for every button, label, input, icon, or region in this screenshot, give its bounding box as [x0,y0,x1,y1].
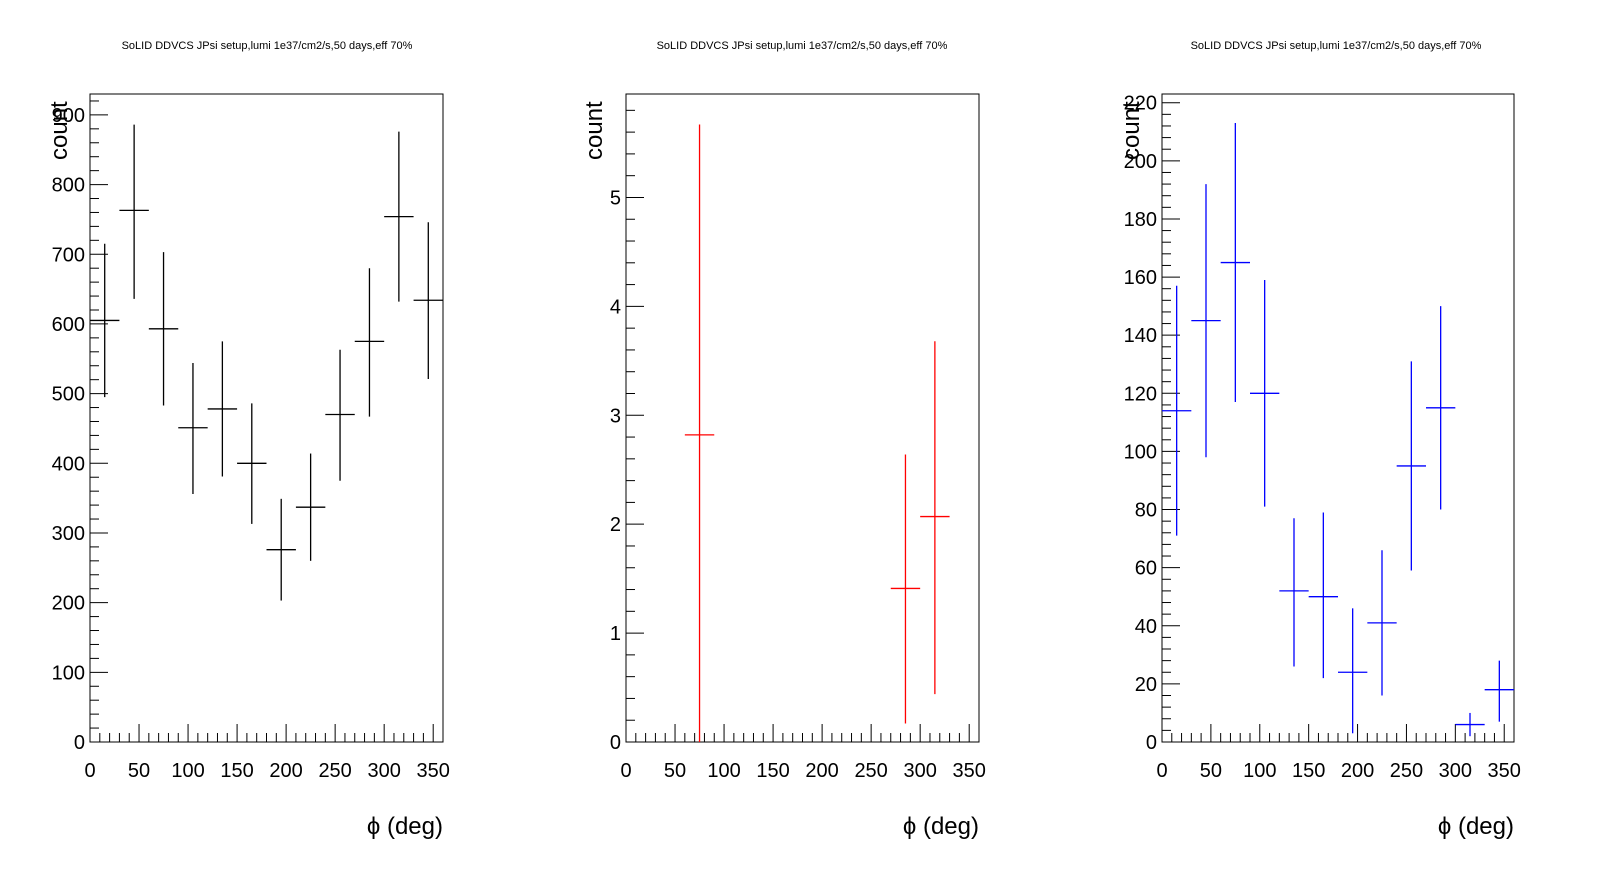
chart-1-x-tick-label: 0 [84,760,95,782]
chart-3-y-tick-label: 160 [1124,267,1157,289]
chart-1-x-tick-label: 100 [171,760,204,782]
chart-2-x-tick-label: 350 [953,760,986,782]
chart-3-x-tick-label: 150 [1292,760,1325,782]
chart-1-x-tick-label: 350 [417,760,450,782]
chart-2-x-tick-label: 150 [756,760,789,782]
chart-3-y-tick-label: 180 [1124,209,1157,231]
chart-1-y-tick-label: 100 [52,662,85,684]
chart-3-title: SoLID DDVCS JPsi setup,lumi 1e37/cm2/s,5… [1191,40,1482,52]
chart-1-y-axis-label: count [46,101,73,160]
chart-panel-1: SoLID DDVCS JPsi setup,lumi 1e37/cm2/s,5… [46,40,450,840]
chart-1-x-tick-label: 150 [220,760,253,782]
chart-3-x-tick-label: 100 [1243,760,1276,782]
chart-2-x-tick-label: 0 [620,760,631,782]
chart-3-y-tick-label: 60 [1135,558,1157,580]
chart-1-x-axis-label: ϕ (deg) [367,813,443,840]
chart-2-y-tick-label: 2 [610,514,621,536]
chart-2-x-axis-label: ϕ (deg) [903,813,979,840]
chart-1-y-tick-label: 300 [52,523,85,545]
chart-3-y-tick-label: 220 [1124,93,1157,115]
chart-2-y-axis-label: count [581,101,608,160]
chart-1-y-tick-label: 500 [52,384,85,406]
chart-2-x-tick-label: 300 [903,760,936,782]
chart-1-y-tick-label: 700 [52,244,85,266]
chart-3-y-tick-label: 100 [1124,441,1157,463]
chart-3-y-tick-label: 120 [1124,383,1157,405]
chart-3-y-tick-label: 140 [1124,325,1157,347]
chart-3-y-tick-label: 0 [1146,732,1157,754]
chart-1-y-tick-label: 400 [52,453,85,475]
chart-3-x-tick-label: 350 [1488,760,1521,782]
chart-2-plot: 0 50 100 150 200 250 300 350 0 1 2 3 4 5 [610,93,986,782]
chart-1-x-tick-label: 250 [318,760,351,782]
chart-3-y-tick-label: 20 [1135,674,1157,696]
chart-1-y-tick-label: 0 [74,732,85,754]
chart-1-y-tick-label: 600 [52,314,85,336]
chart-3-x-tick-label: 200 [1341,760,1374,782]
chart-1-x-tick-label: 50 [128,760,150,782]
chart-3-plot: 0 50 100 150 200 250 300 350 0 20 40 60 80 100 120 140 1… [1124,93,1521,782]
chart-1-plot: 0 50 100 150 200 250 300 350 0 100 200 300 400 500 600… [52,93,450,782]
chart-2-y-tick-label: 0 [610,732,621,754]
chart-1-x-tick-label: 200 [269,760,302,782]
chart-3-x-tick-label: 250 [1390,760,1423,782]
chart-3-y-tick-label: 80 [1135,500,1157,522]
chart-panel-3: SoLID DDVCS JPsi setup,lumi 1e37/cm2/s,5… [1118,40,1521,840]
chart-2-y-tick-label: 5 [610,187,621,209]
chart-3-y-tick-label: 200 [1124,151,1157,173]
chart-1-title: SoLID DDVCS JPsi setup,lumi 1e37/cm2/s,5… [122,40,413,52]
chart-1-x-tick-label: 300 [367,760,400,782]
chart-1-y-tick-label: 200 [52,593,85,615]
chart-3-x-tick-label: 300 [1439,760,1472,782]
chart-2-x-tick-label: 200 [805,760,838,782]
chart-2-x-tick-label: 250 [854,760,887,782]
chart-1-y-tick-label: 900 [52,105,85,127]
chart-3-y-tick-label: 40 [1135,616,1157,638]
chart-2-y-tick-label: 4 [610,296,621,318]
chart-panel-2: SoLID DDVCS JPsi setup,lumi 1e37/cm2/s,5… [581,40,986,840]
chart-2-title: SoLID DDVCS JPsi setup,lumi 1e37/cm2/s,5… [657,40,948,52]
chart-2-y-tick-label: 1 [610,623,621,645]
chart-3-y-axis-label: count [1118,101,1145,160]
chart-1-y-tick-label: 800 [52,175,85,197]
chart-2-y-tick-label: 3 [610,405,621,427]
chart-3-x-axis-label: ϕ (deg) [1438,813,1514,840]
chart-3-x-tick-label: 0 [1156,760,1167,782]
chart-2-x-tick-label: 100 [707,760,740,782]
chart-3-x-tick-label: 50 [1200,760,1222,782]
chart-2-x-tick-label: 50 [664,760,686,782]
